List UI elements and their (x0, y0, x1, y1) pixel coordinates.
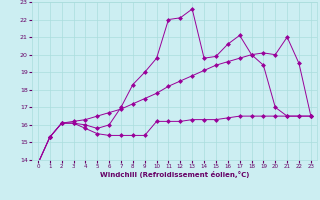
X-axis label: Windchill (Refroidissement éolien,°C): Windchill (Refroidissement éolien,°C) (100, 171, 249, 178)
